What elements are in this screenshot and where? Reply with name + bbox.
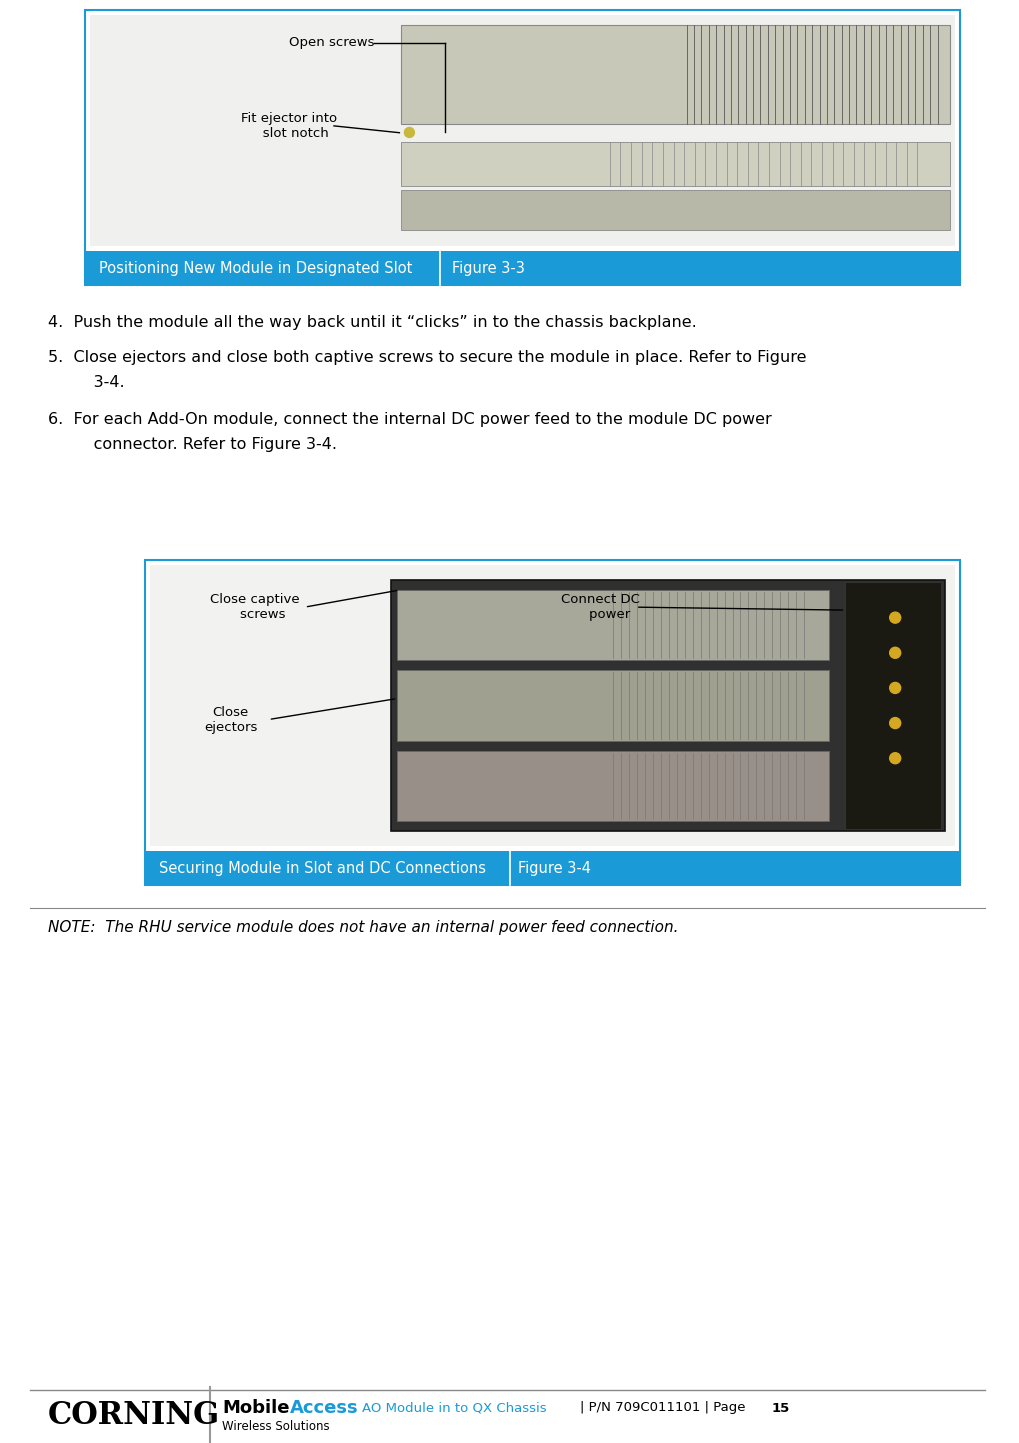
Bar [401, 190, 950, 229]
Bar [397, 590, 829, 661]
Text: Securing Module in Slot and DC Connections: Securing Module in Slot and DC Connectio… [159, 860, 486, 876]
Text: Mobile: Mobile [222, 1400, 289, 1417]
Bar [846, 582, 941, 828]
Text: Figure 3-4: Figure 3-4 [518, 860, 591, 876]
Text: 6.  For each Add-On module, connect the internal DC power feed to the module DC : 6. For each Add-On module, connect the i… [48, 413, 771, 427]
Text: NOTE:  The RHU service module does not have an internal power feed connection.: NOTE: The RHU service module does not ha… [48, 921, 679, 935]
Text: Close captive
    screws: Close captive screws [210, 593, 300, 620]
Circle shape [890, 717, 901, 729]
Text: connector. Refer to Figure 3-4.: connector. Refer to Figure 3-4. [68, 437, 337, 452]
Text: 5.  Close ejectors and close both captive screws to secure the module in place. : 5. Close ejectors and close both captive… [48, 351, 806, 365]
Bar [145, 560, 960, 885]
Text: Connect DC
    power: Connect DC power [561, 593, 640, 620]
Text: | P/N 709C011101 | Page: | P/N 709C011101 | Page [580, 1401, 750, 1414]
Text: Fit ejector into
   slot notch: Fit ejector into slot notch [240, 113, 337, 140]
Bar [401, 25, 950, 124]
Bar [145, 851, 960, 885]
Text: Close
ejectors: Close ejectors [204, 706, 257, 733]
Text: Open screws: Open screws [289, 36, 375, 49]
Bar [85, 251, 960, 286]
Circle shape [890, 683, 901, 694]
Bar [397, 750, 829, 821]
Bar [90, 14, 955, 245]
Bar [401, 141, 950, 186]
Text: Wireless Solutions: Wireless Solutions [222, 1420, 329, 1433]
Text: Figure 3-3: Figure 3-3 [452, 261, 525, 276]
Bar [391, 580, 945, 831]
Text: 15: 15 [772, 1401, 791, 1414]
Bar [85, 10, 960, 286]
Text: 3-4.: 3-4. [68, 375, 124, 390]
Circle shape [890, 612, 901, 623]
Text: 4.  Push the module all the way back until it “clicks” in to the chassis backpla: 4. Push the module all the way back unti… [48, 315, 697, 330]
Bar [397, 671, 829, 740]
Circle shape [890, 753, 901, 763]
Bar [150, 566, 955, 846]
Text: CORNING: CORNING [48, 1400, 220, 1430]
Circle shape [890, 648, 901, 658]
Text: AO Module in to QX Chassis: AO Module in to QX Chassis [362, 1401, 546, 1414]
Circle shape [405, 127, 415, 137]
Text: Access: Access [290, 1400, 359, 1417]
Text: Positioning New Module in Designated Slot: Positioning New Module in Designated Slo… [99, 261, 413, 276]
